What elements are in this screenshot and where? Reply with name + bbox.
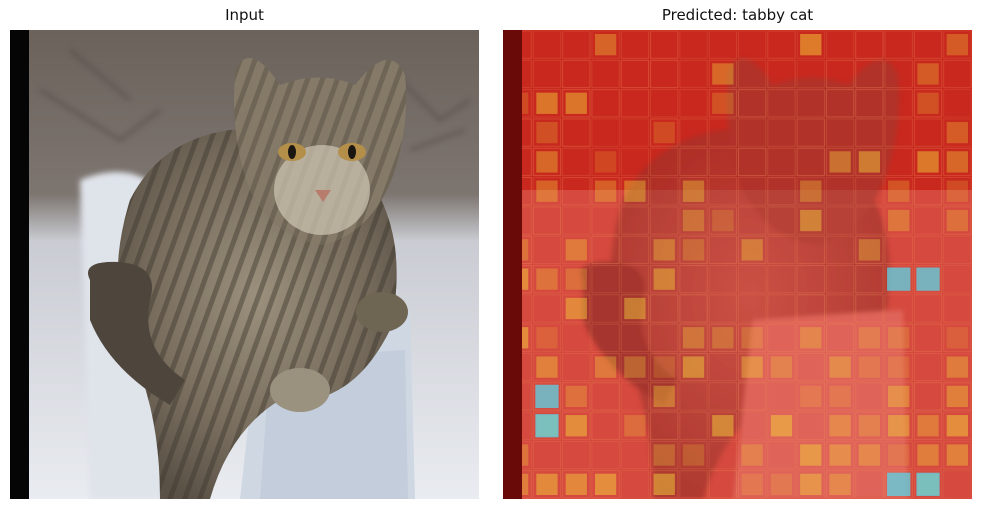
prediction-panel-title: Predicted: tabby cat	[661, 6, 814, 24]
input-image	[10, 30, 479, 499]
cat-photo-illustration	[10, 30, 479, 499]
attention-heatmap-illustration	[503, 30, 972, 499]
input-panel-title: Input	[225, 6, 264, 24]
prediction-heatmap	[503, 30, 972, 499]
